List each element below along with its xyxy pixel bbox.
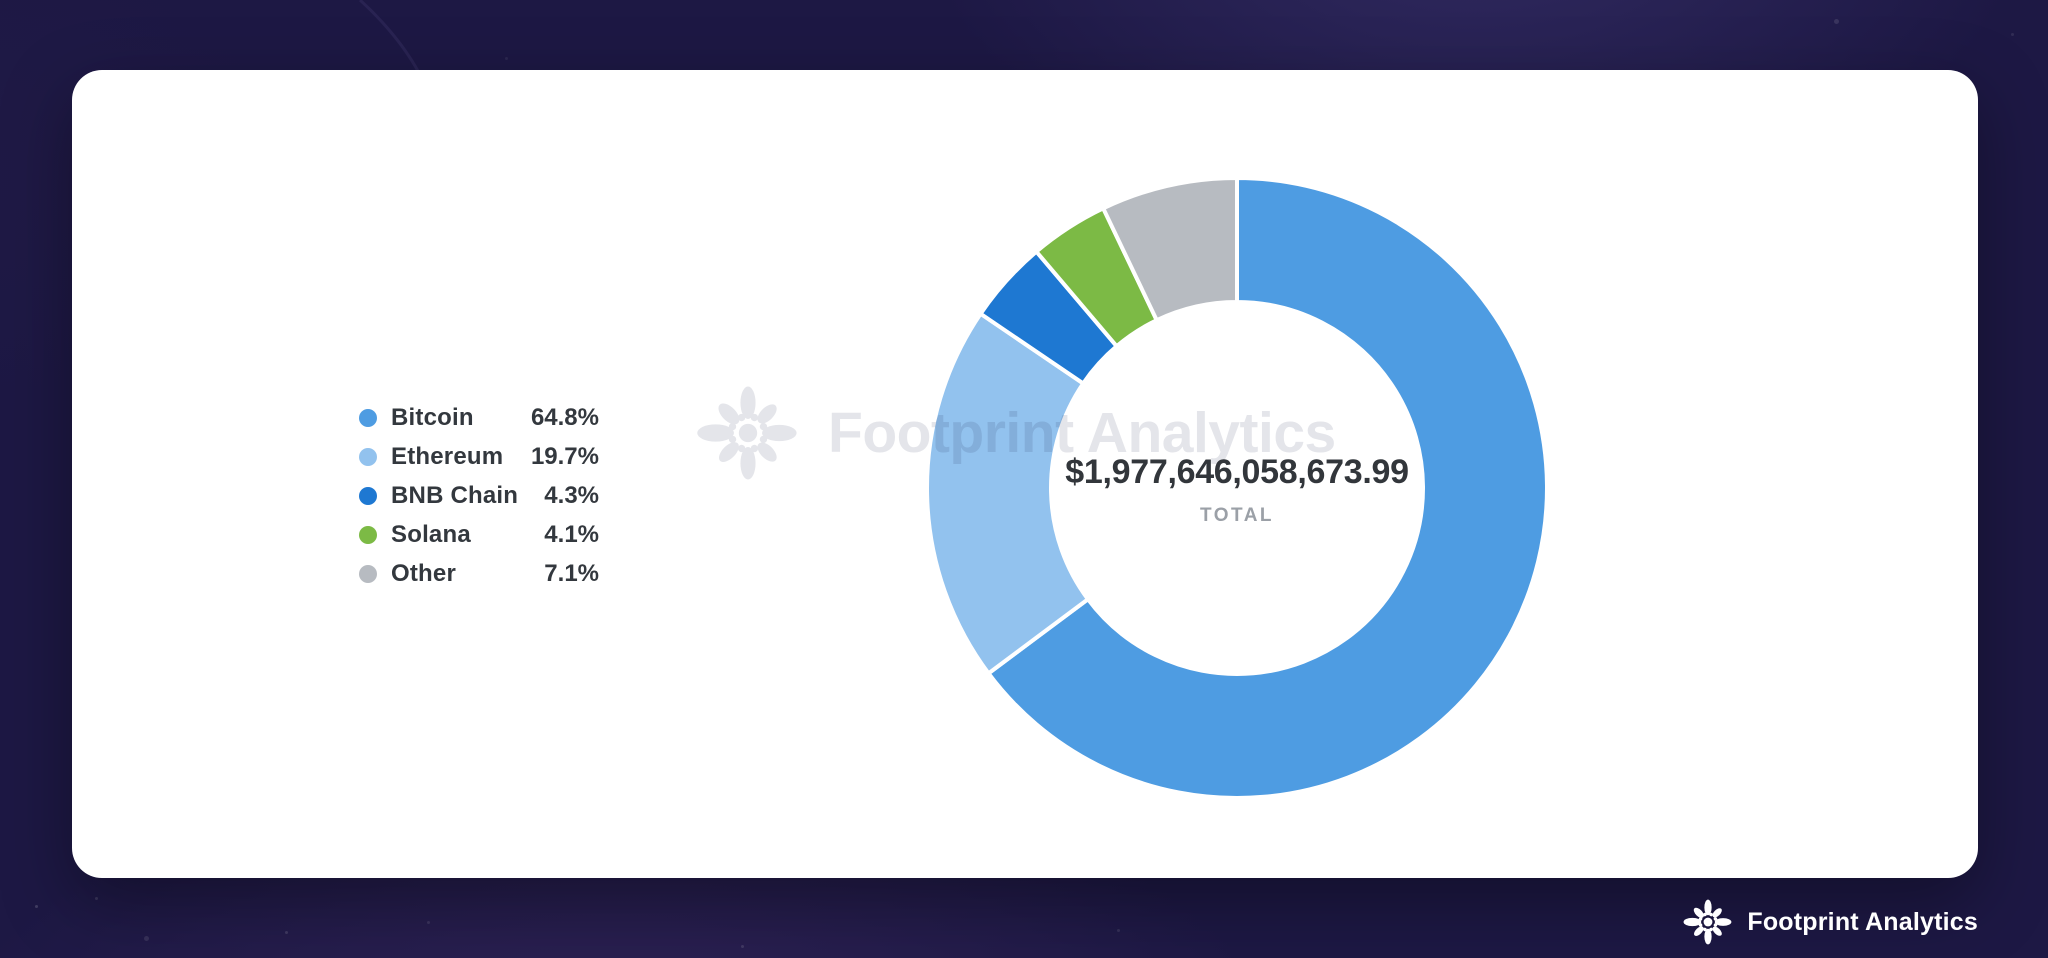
legend-color-dot [359,525,377,544]
legend-label: Bitcoin [391,403,474,431]
legend-color-dot [359,564,377,583]
donut-slice-bitcoin[interactable] [986,176,1549,800]
legend-label: Other [391,559,457,587]
donut-slice-ethereum[interactable] [924,311,1090,676]
legend-item-bitcoin[interactable]: Bitcoin 64.8% [359,398,599,437]
footprint-flower-icon [1683,899,1732,945]
legend-value: 7.1% [544,559,599,587]
legend-item-ethereum[interactable]: Ethereum 19.7% [359,437,599,476]
legend-value: 19.7% [530,442,599,470]
footprint-flower-icon [697,386,797,480]
background-stars [35,905,38,908]
legend-color-dot [359,447,377,466]
footer-brand-text: Footprint Analytics [1747,907,1978,936]
legend-color-dot [359,486,377,505]
legend-label: Solana [391,520,471,548]
legend-label: Ethereum [391,442,504,470]
legend-item-other[interactable]: Other 7.1% [359,554,599,593]
footer-brand: Footprint Analytics [1682,895,1978,949]
legend-color-dot [359,408,377,427]
legend-label: BNB Chain [391,481,519,509]
total-value: $1,977,646,058,673.99 [1065,453,1409,491]
chart-legend: Bitcoin 64.8% Ethereum 19.7% BNB Chain 4… [359,398,599,593]
donut-slice-other[interactable] [1101,176,1239,323]
legend-item-bnb-chain[interactable]: BNB Chain 4.3% [359,476,599,515]
chart-card: Bitcoin 64.8% Ethereum 19.7% BNB Chain 4… [72,70,1978,878]
legend-value: 64.8% [530,403,599,431]
total-label: TOTAL [1199,505,1275,526]
legend-value: 4.3% [544,481,599,509]
donut-center: $1,977,646,058,673.99 TOTAL [937,453,1537,527]
legend-value: 4.1% [544,520,599,548]
legend-item-solana[interactable]: Solana 4.1% [359,515,599,554]
donut-chart [924,176,1549,800]
